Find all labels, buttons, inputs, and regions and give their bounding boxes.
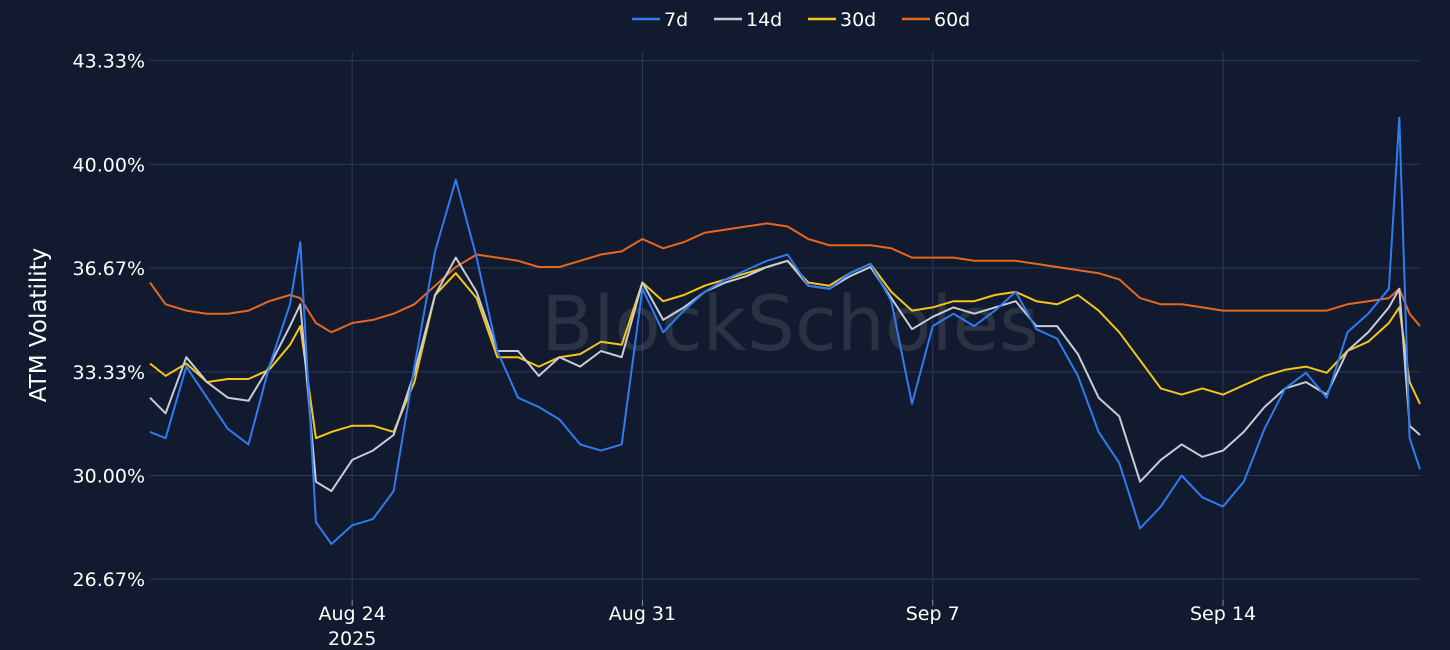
x-axis-ticks: Aug 24 2025 Aug 31 Sep 7 Sep 14 xyxy=(318,600,1256,650)
y-tick-label: 36.67% xyxy=(73,258,145,280)
legend-label-7d: 7d xyxy=(664,9,688,31)
legend-label-14d: 14d xyxy=(746,9,782,31)
series-line-60d xyxy=(149,222,1421,334)
x-tick-year-label: 2025 xyxy=(328,628,376,650)
legend-label-30d: 30d xyxy=(840,9,876,31)
x-tick-label: Aug 31 xyxy=(609,603,676,625)
y-tick-label: 40.00% xyxy=(73,154,145,176)
legend-label-60d: 60d xyxy=(934,9,970,31)
x-tick-label: Sep 7 xyxy=(906,603,960,625)
y-tick-label: 33.33% xyxy=(73,362,145,384)
y-tick-label: 26.67% xyxy=(73,569,145,591)
y-axis-title: ATM Volatility xyxy=(26,248,52,402)
series-line-7d xyxy=(149,116,1421,545)
watermark-text: BlockScholes xyxy=(541,279,1039,368)
legend: 7d 14d 30d 60d xyxy=(632,9,970,31)
series-lines xyxy=(149,116,1421,545)
series-line-14d xyxy=(149,256,1421,493)
y-tick-label: 43.33% xyxy=(73,51,145,73)
x-tick-label: Sep 14 xyxy=(1190,603,1256,625)
grid xyxy=(150,52,1420,600)
y-axis-ticks: 26.67% 30.00% 33.33% 36.67% 40.00% 43.33% xyxy=(73,51,145,592)
x-tick-label: Aug 24 xyxy=(318,603,385,625)
y-tick-label: 30.00% xyxy=(73,466,145,488)
